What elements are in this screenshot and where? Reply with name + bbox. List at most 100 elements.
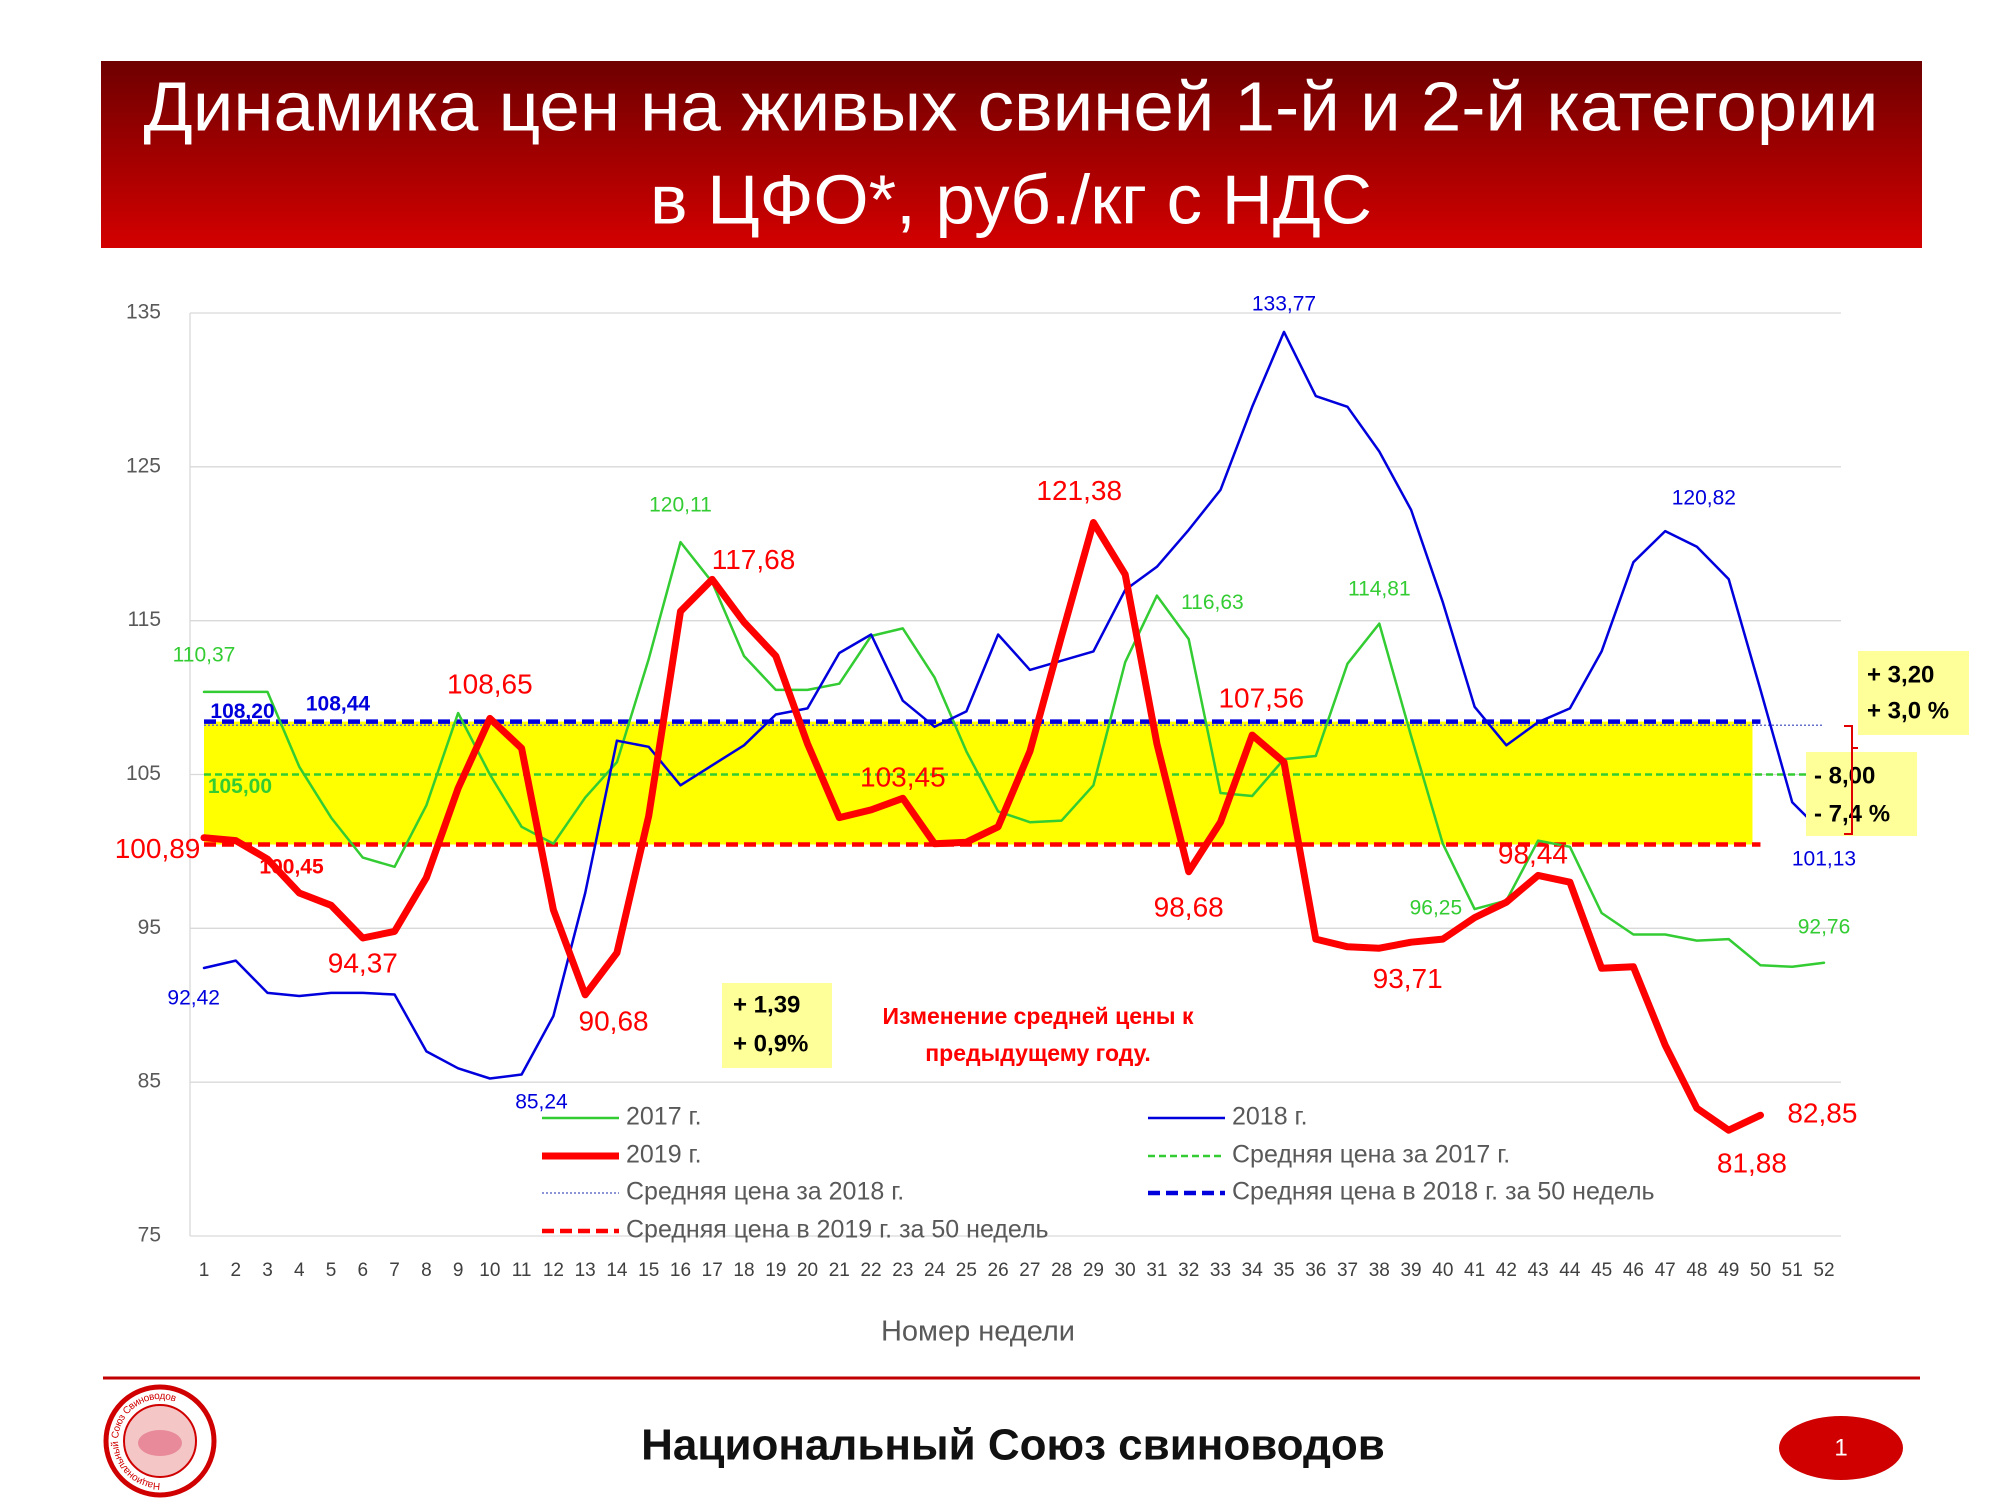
data-label: 114,81 <box>1348 578 1411 601</box>
annotation-text: + 0,9% <box>733 1030 808 1057</box>
y-tick-label: 125 <box>126 454 161 477</box>
title: Динамика цен на живых свиней 1-й и 2-й к… <box>144 67 1879 145</box>
legend-entry: 2018 г. <box>1232 1103 1308 1131</box>
x-tick-label: 13 <box>575 1260 596 1281</box>
legend-entry: Средняя цена за 2018 г. <box>626 1178 904 1206</box>
title-banner <box>101 61 1922 248</box>
x-tick-label: 16 <box>670 1260 691 1281</box>
x-tick-label: 22 <box>860 1260 881 1281</box>
y-tick-label: 85 <box>138 1070 161 1093</box>
x-tick-label: 43 <box>1528 1260 1549 1281</box>
legend-entry: Средняя цена в 2019 г. за 50 недель <box>626 1216 1049 1244</box>
data-label: 82,85 <box>1787 1098 1857 1129</box>
data-label: 133,77 <box>1252 292 1316 315</box>
average-label: 108,20 <box>210 700 274 723</box>
data-label: 108,65 <box>447 668 533 699</box>
x-tick-label: 32 <box>1178 1260 1199 1281</box>
annotation-text: + 3,0 % <box>1867 697 1949 724</box>
x-tick-label: 47 <box>1655 1260 1676 1281</box>
x-tick-label: 28 <box>1051 1260 1072 1281</box>
x-axis-title: Номер недели <box>881 1316 1075 1348</box>
data-label: 120,11 <box>649 493 712 516</box>
x-tick-label: 31 <box>1146 1260 1167 1281</box>
page-badge <box>1779 1416 1903 1480</box>
x-tick-label: 24 <box>924 1260 946 1281</box>
bracket <box>1844 725 1858 835</box>
data-label: 94,37 <box>328 948 398 979</box>
x-tick-label: 51 <box>1782 1260 1803 1281</box>
x-tick-label: 34 <box>1242 1260 1264 1281</box>
y-tick-label: 75 <box>138 1224 161 1247</box>
data-label: 120,82 <box>1672 486 1736 509</box>
x-tick-label: 39 <box>1400 1260 1421 1281</box>
x-tick-label: 3 <box>262 1260 273 1281</box>
x-tick-label: 20 <box>797 1260 818 1281</box>
data-label: 103,45 <box>860 761 946 792</box>
legend-entry: 2019 г. <box>626 1141 702 1169</box>
data-label: 117,68 <box>712 544 796 575</box>
x-tick-label: 9 <box>453 1260 464 1281</box>
x-tick-label: 37 <box>1337 1260 1358 1281</box>
data-label: 81,88 <box>1717 1147 1787 1178</box>
data-label: 110,37 <box>173 643 236 666</box>
x-tick-label: 30 <box>1115 1260 1136 1281</box>
legend-entry: 2017 г. <box>626 1103 702 1131</box>
data-label: 98,44 <box>1498 838 1568 869</box>
data-label: 85,24 <box>515 1091 568 1114</box>
x-tick-label: 15 <box>638 1260 659 1281</box>
x-tick-label: 12 <box>543 1260 564 1281</box>
x-tick-label: 19 <box>765 1260 786 1281</box>
x-tick-label: 7 <box>389 1260 400 1281</box>
data-label: 101,13 <box>1792 847 1856 870</box>
logo-pig <box>138 1430 182 1456</box>
x-tick-label: 41 <box>1464 1260 1485 1281</box>
x-tick-label: 38 <box>1369 1260 1390 1281</box>
x-tick-label: 6 <box>358 1260 369 1281</box>
data-label: 107,56 <box>1218 683 1304 714</box>
x-tick-label: 10 <box>479 1260 500 1281</box>
x-tick-label: 45 <box>1591 1260 1612 1281</box>
y-tick-label: 95 <box>138 916 161 939</box>
x-tick-label: 1 <box>199 1260 210 1281</box>
data-label: 100,89 <box>115 833 201 864</box>
average-label: 105,00 <box>208 775 272 798</box>
x-tick-label: 5 <box>326 1260 337 1281</box>
x-tick-label: 23 <box>892 1260 913 1281</box>
x-tick-label: 21 <box>829 1260 850 1281</box>
series-line <box>202 330 1826 1080</box>
title: в ЦФО*, руб./кг с НДС <box>650 160 1372 238</box>
x-tick-label: 27 <box>1019 1260 1040 1281</box>
x-tick-label: 17 <box>702 1260 723 1281</box>
y-tick-label: 105 <box>126 762 161 785</box>
x-tick-label: 33 <box>1210 1260 1231 1281</box>
y-tick-label: 135 <box>126 301 161 324</box>
y-tick-label: 115 <box>128 608 161 631</box>
x-tick-label: 25 <box>956 1260 977 1281</box>
annotation-text: + 1,39 <box>733 991 800 1018</box>
annotation-note: предыдущему году. <box>925 1040 1151 1066</box>
x-tick-label: 44 <box>1559 1260 1581 1281</box>
data-label: 92,42 <box>167 987 220 1010</box>
x-tick-label: 36 <box>1305 1260 1326 1281</box>
series-line <box>200 519 1764 1134</box>
average-band <box>204 721 1753 845</box>
x-tick-label: 48 <box>1686 1260 1707 1281</box>
x-tick-label: 26 <box>988 1260 1009 1281</box>
x-tick-label: 40 <box>1432 1260 1453 1281</box>
page-number: 1 <box>1834 1434 1847 1461</box>
legend-entry: Средняя цена в 2018 г. за 50 недель <box>1232 1178 1655 1206</box>
data-label: 98,68 <box>1154 892 1224 923</box>
x-tick-label: 49 <box>1718 1260 1739 1281</box>
x-tick-label: 2 <box>230 1260 241 1281</box>
annotation-box <box>1858 651 1969 735</box>
series-line <box>202 540 1826 969</box>
annotation-note: Изменение средней цены к <box>883 1003 1194 1029</box>
annotation-text: + 3,20 <box>1867 661 1934 688</box>
annotation-box <box>1806 752 1917 836</box>
x-tick-label: 18 <box>733 1260 754 1281</box>
x-tick-label: 11 <box>512 1260 532 1281</box>
data-label: 116,63 <box>1181 591 1244 614</box>
average-label: 108,44 <box>306 692 371 715</box>
x-tick-label: 4 <box>294 1260 305 1281</box>
